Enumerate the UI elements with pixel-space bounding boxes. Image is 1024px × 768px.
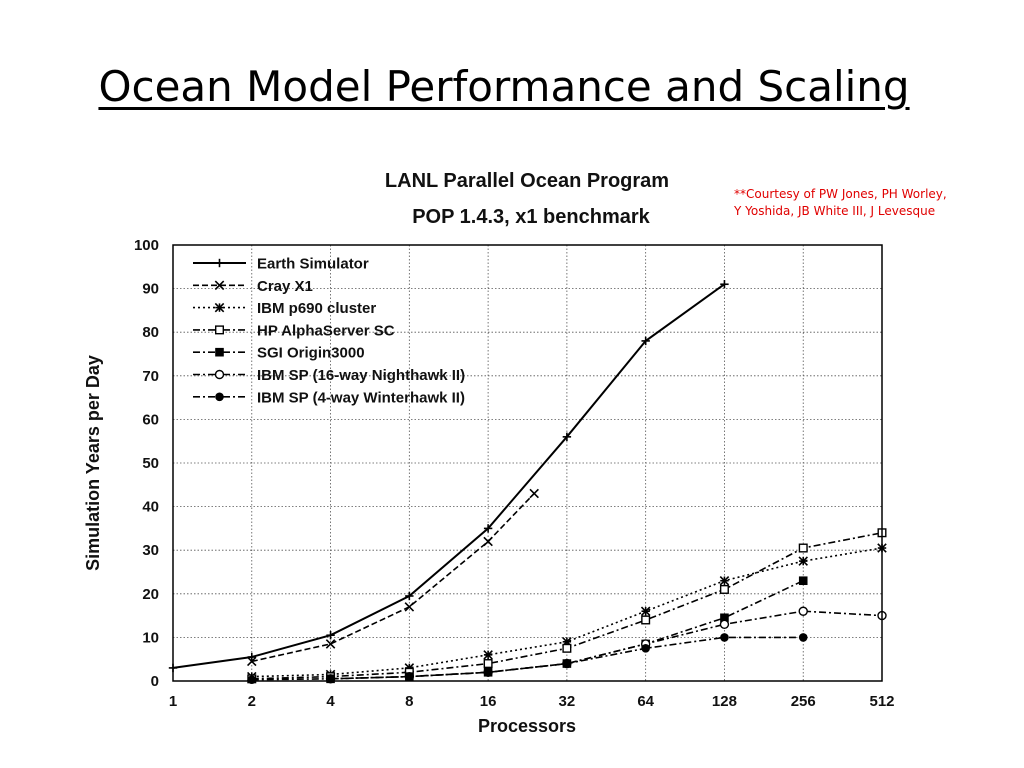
data-point-square [798, 576, 808, 586]
y-tick-label: 90 [142, 281, 159, 298]
data-point-x [214, 280, 225, 291]
x-tick-label: 2 [248, 693, 256, 710]
data-point-plus [562, 432, 572, 442]
grid [173, 245, 882, 681]
data-point-x [325, 639, 336, 649]
series-layer [168, 280, 887, 684]
legend-label: Cray X1 [257, 278, 313, 295]
data-point-circle [483, 667, 493, 677]
data-point-plus [641, 336, 650, 346]
data-point-plus [326, 631, 335, 640]
data-point-x [404, 602, 415, 612]
data-point-circle [641, 644, 650, 653]
data-point-plus [483, 524, 493, 533]
y-tick-label: 10 [142, 629, 159, 646]
plot-frame [172, 244, 883, 682]
data-point-square [798, 543, 808, 553]
legend-label: IBM SP (16-way Nighthawk II) [257, 367, 465, 384]
x-tick-label: 64 [637, 693, 654, 710]
y-tick-label: 70 [142, 368, 159, 385]
series-line [251, 547, 883, 678]
data-point-plus [215, 258, 224, 268]
x-tick-label: 1 [169, 693, 177, 710]
chart-title: LANL Parallel Ocean Program [385, 170, 669, 192]
legend-entry: IBM SP (4-way Winterhawk II) [193, 389, 465, 406]
data-point-circle [405, 672, 414, 681]
data-point-star [640, 606, 651, 617]
x-axis-label: Processors [478, 716, 576, 736]
courtesy-line-1: **Courtesy of PW Jones, PH Worley, [734, 187, 947, 201]
tick-labels: 0 10 20 30 40 50 60 70 80 90 100 1 2 4 8 16 32 64 128 256 51… [134, 237, 895, 710]
data-point-circle [720, 633, 729, 642]
x-tick-label: 16 [480, 693, 497, 710]
y-tick-label: 20 [142, 586, 159, 603]
legend-label: HP AlphaServer SC [257, 322, 395, 339]
data-point-square [215, 347, 224, 357]
data-point-square [719, 584, 729, 594]
y-tick-label: 100 [134, 237, 159, 254]
y-tick-label: 80 [142, 324, 159, 341]
data-point-star [798, 556, 808, 566]
y-tick-label: 0 [151, 673, 159, 690]
series-line [172, 283, 725, 669]
x-tick-label: 4 [326, 693, 335, 710]
x-tick-label: 256 [791, 693, 816, 710]
legend-label: IBM SP (4-way Winterhawk II) [257, 389, 465, 406]
legend-entry: SGI Origin3000 [193, 345, 365, 362]
legend-entry: HP AlphaServer SC [193, 322, 395, 339]
data-point-circle [247, 675, 257, 684]
x-tick-label: 8 [405, 693, 413, 710]
data-point-square [641, 615, 651, 625]
data-point-circle [798, 606, 808, 616]
data-point-square [214, 325, 224, 335]
data-point-plus [247, 652, 256, 662]
data-point-star [214, 302, 225, 313]
series-cray-x1 [247, 488, 539, 667]
x-tick-label: 32 [559, 693, 576, 710]
legend-entry: Cray X1 [193, 278, 313, 295]
legend-entry: IBM p690 cluster [193, 300, 376, 317]
x-tick-label: 128 [712, 693, 737, 710]
data-point-x [483, 536, 493, 547]
data-point-x [529, 488, 539, 499]
legend-entry: IBM SP (16-way Nighthawk II) [193, 367, 465, 384]
x-tick-label: 512 [869, 693, 894, 710]
series-line [251, 492, 535, 663]
data-point-circle [798, 633, 808, 642]
data-point-star [719, 575, 730, 586]
y-tick-label: 60 [142, 411, 159, 428]
legend-label: Earth Simulator [257, 256, 369, 273]
data-point-plus [720, 280, 729, 289]
data-point-circle [562, 659, 572, 668]
data-point-square [562, 643, 572, 653]
legend-label: SGI Origin3000 [257, 345, 365, 362]
data-point-circle [214, 369, 225, 380]
legend-label: IBM p690 cluster [257, 300, 376, 317]
y-tick-label: 30 [142, 542, 159, 559]
data-point-circle [719, 619, 730, 630]
legend-entry: Earth Simulator [193, 256, 369, 273]
series-line [251, 636, 804, 681]
data-point-square [483, 659, 493, 669]
series-ibm-sp-4-way-winterhawk-ii [247, 633, 808, 684]
legend: Earth Simulator Cray X1 IBM p690 cluster HP… [193, 256, 465, 406]
data-point-plus [405, 591, 414, 601]
courtesy-line-2: Y Yoshida, JB White III, J Levesque [734, 204, 936, 218]
data-point-star [483, 650, 493, 660]
slide-title: Ocean Model Performance and Scaling [98, 62, 910, 111]
y-axis-label: Simulation Years per Day [83, 355, 103, 571]
chart-subtitle: POP 1.4.3, x1 benchmark [412, 206, 650, 228]
courtesy-note: **Courtesy of PW Jones, PH Worley, Y Yos… [734, 186, 947, 220]
y-tick-label: 50 [142, 455, 159, 472]
data-point-circle [215, 392, 224, 402]
data-point-x [247, 656, 257, 667]
y-tick-label: 40 [142, 499, 159, 516]
